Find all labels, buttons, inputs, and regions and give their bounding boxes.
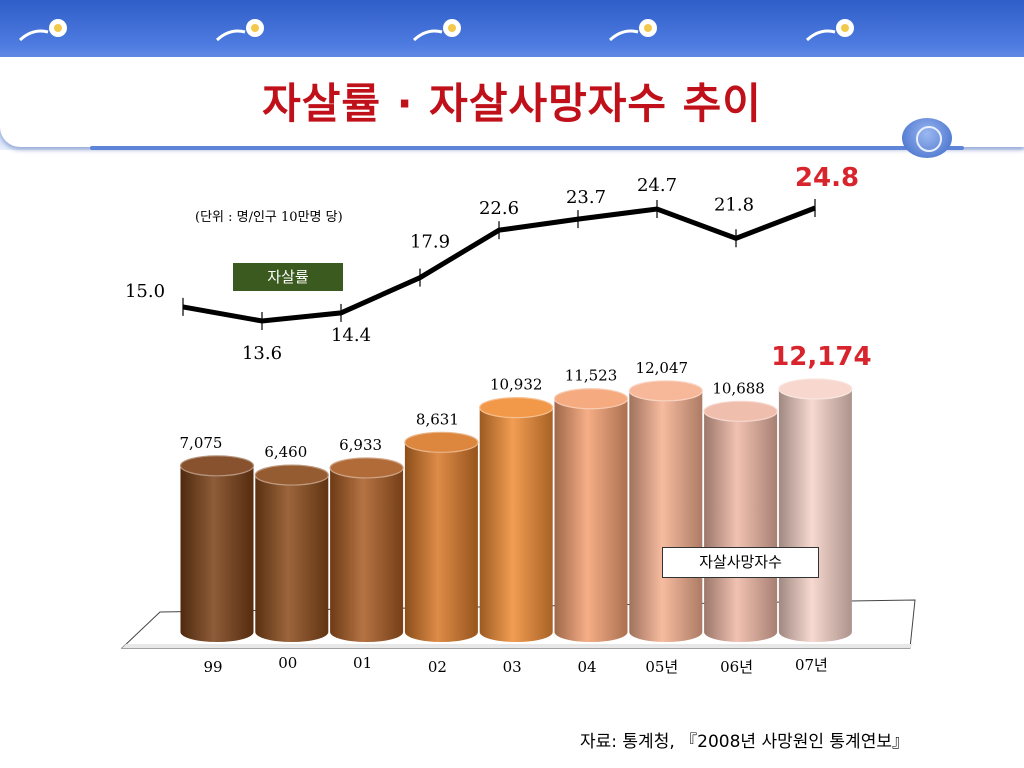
x-tick-label: 99 (203, 658, 222, 676)
bar-body (180, 465, 254, 642)
bar-body (330, 467, 404, 642)
bar-top (628, 380, 703, 402)
bar-top (179, 455, 255, 477)
bar-99 (179, 455, 255, 642)
bar-07년 (778, 378, 853, 642)
bar-top (778, 378, 853, 400)
source-note: 자료: 통계청, 『2008년 사망원인 통계연보』 (580, 732, 909, 752)
line-label-02: 17.9 (410, 232, 450, 253)
line-label-03: 22.6 (479, 198, 519, 219)
bar-body (479, 407, 553, 642)
bar-05년 (628, 380, 703, 642)
bar-top (553, 388, 629, 410)
bar-04 (553, 388, 629, 642)
line-label-07년: 24.8 (795, 163, 859, 193)
bar-top (329, 457, 404, 479)
line-label-05년: 24.7 (637, 175, 677, 196)
bar-06년 (703, 400, 778, 642)
bar-label-03: 10,932 (490, 376, 543, 394)
x-tick-label: 02 (428, 658, 447, 676)
x-tick-label: 03 (503, 658, 522, 676)
x-tick-label: 01 (353, 654, 372, 672)
chart-floor-edge (122, 644, 913, 648)
emblem-ring-icon (916, 126, 942, 152)
bar-top (703, 400, 778, 422)
bar-top (404, 431, 479, 453)
bar-02 (404, 431, 479, 642)
bar-top (479, 397, 554, 419)
bar-label-05년: 12,047 (636, 359, 689, 377)
x-tick-label: 05년 (645, 658, 678, 676)
x-tick-label: 06년 (720, 658, 753, 676)
flower-decoration-icon (18, 19, 67, 42)
bar-top (254, 464, 329, 486)
bar-label-01: 6,933 (339, 436, 382, 454)
bar-01 (329, 457, 404, 642)
line-label-00: 13.6 (242, 343, 282, 364)
bar-label-00: 6,460 (264, 443, 307, 461)
bar-series-legend: 자살사망자수 (662, 547, 819, 578)
x-tick-label: 04 (577, 658, 596, 676)
bar-03 (479, 397, 554, 642)
bar-label-06년: 10,688 (712, 379, 765, 397)
bar-label-07년: 12,174 (771, 342, 871, 372)
bar-body (554, 398, 628, 642)
flower-decoration-icon (608, 19, 657, 42)
x-tick-label: 07년 (795, 656, 828, 674)
flower-decoration-icon (805, 19, 854, 42)
flower-decoration-icon (215, 19, 264, 42)
line-label-04: 23.7 (566, 187, 606, 208)
bar-00 (254, 464, 329, 642)
bar-label-02: 8,631 (416, 410, 459, 428)
bar-body (629, 390, 703, 642)
flower-decoration-icon (412, 19, 461, 42)
line-label-01: 14.4 (331, 325, 371, 346)
title-panel (0, 57, 1024, 150)
x-tick-label: 00 (278, 654, 297, 672)
line-label-06년: 21.8 (714, 194, 754, 215)
line-series-legend: 자살률 (233, 263, 343, 291)
bar-body (778, 388, 852, 642)
bar-label-99: 7,075 (180, 434, 223, 452)
bar-body (404, 442, 478, 642)
bar-label-04: 11,523 (565, 367, 618, 385)
unit-note: (단위 : 명/인구 10만명 당) (195, 210, 343, 225)
line-label-99: 15.0 (125, 281, 165, 302)
bar-body (255, 475, 329, 642)
bar-body (704, 411, 778, 642)
page-title: 자살률 · 자살사망자수 추이 (262, 79, 762, 128)
